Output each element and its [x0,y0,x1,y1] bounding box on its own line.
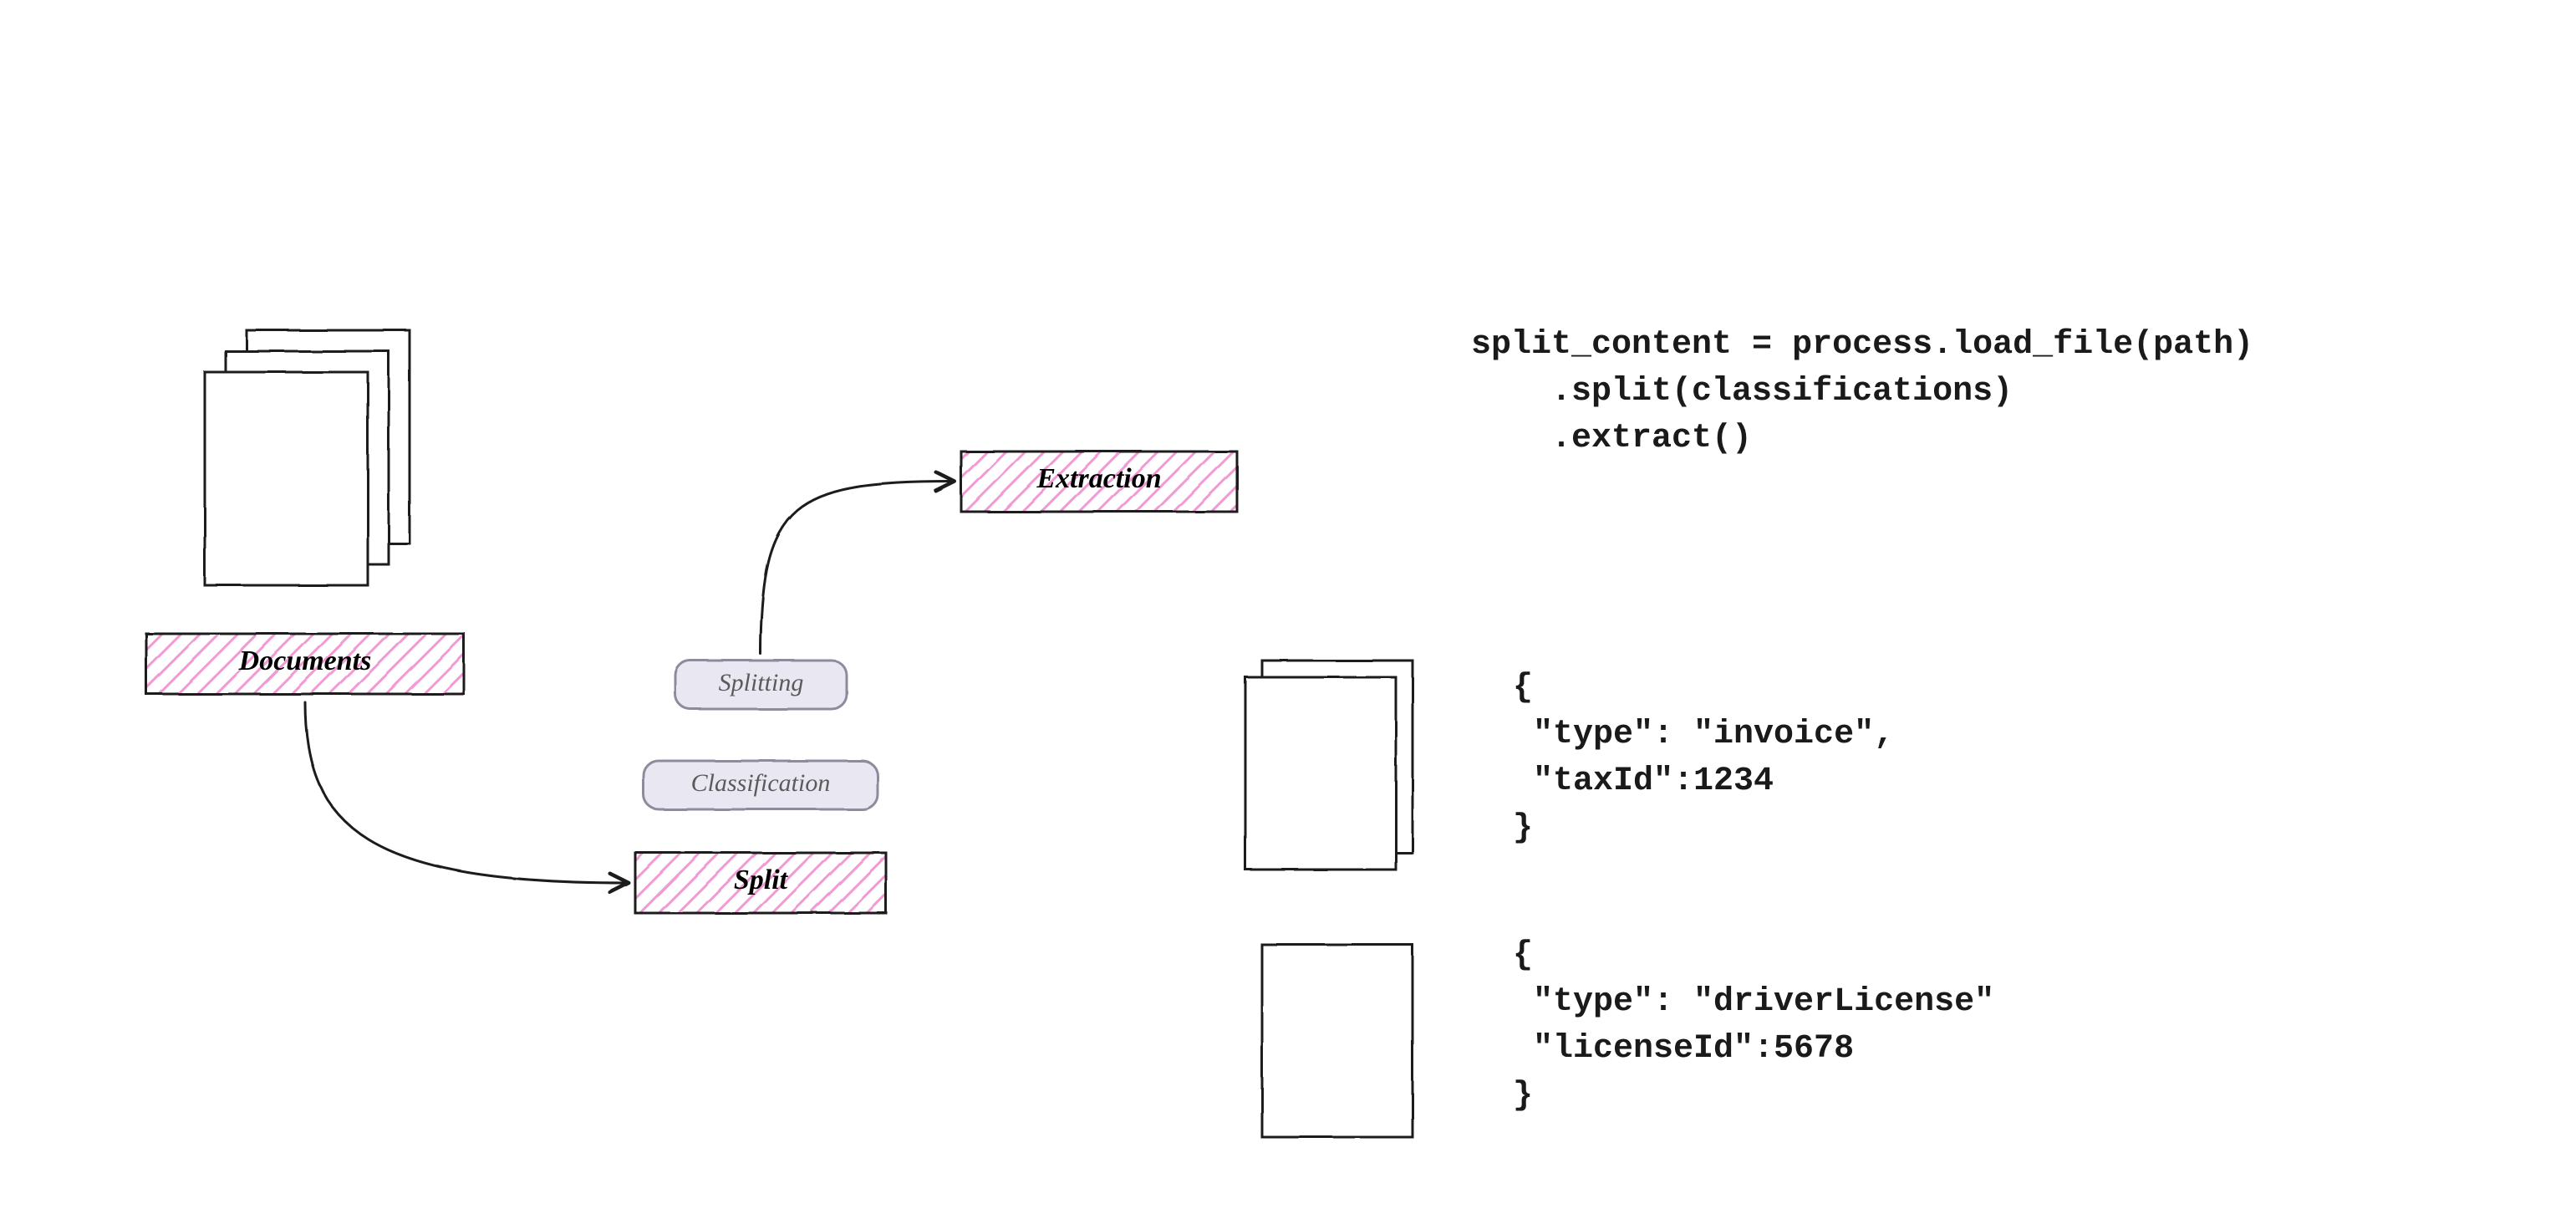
result1-line-1: "type": "invoice", [1513,716,1894,753]
documents-label: Documents [146,645,464,677]
result2-line-3: } [1513,1077,1533,1115]
diagram-svg [0,0,2576,1209]
result-page-2 [1262,945,1413,1137]
result1-line-2: "taxId":1234 [1513,763,1774,800]
classification-label: Classification [644,769,878,798]
result1-line-0: { [1513,669,1533,707]
code-line-0: split_content = process.load_file(path) [1471,326,2253,364]
code-line-1: .split(classifications) [1471,373,2013,411]
result2-line-2: "licenseId":5678 [1513,1030,1854,1068]
result2-line-0: { [1513,936,1533,974]
code-line-2: .extract() [1471,420,1752,457]
result2-line-1: "type": "driverLicense" [1513,983,1994,1021]
documents-stack [205,330,410,585]
result1-line-3: } [1513,809,1533,847]
result-stack-1 [1245,661,1413,870]
split-label: Split [635,865,886,896]
diagram-canvas: Documents Split Classification Splitting… [0,0,2576,1209]
extraction-label: Extraction [961,463,1237,495]
splitting-label: Splitting [675,669,847,697]
